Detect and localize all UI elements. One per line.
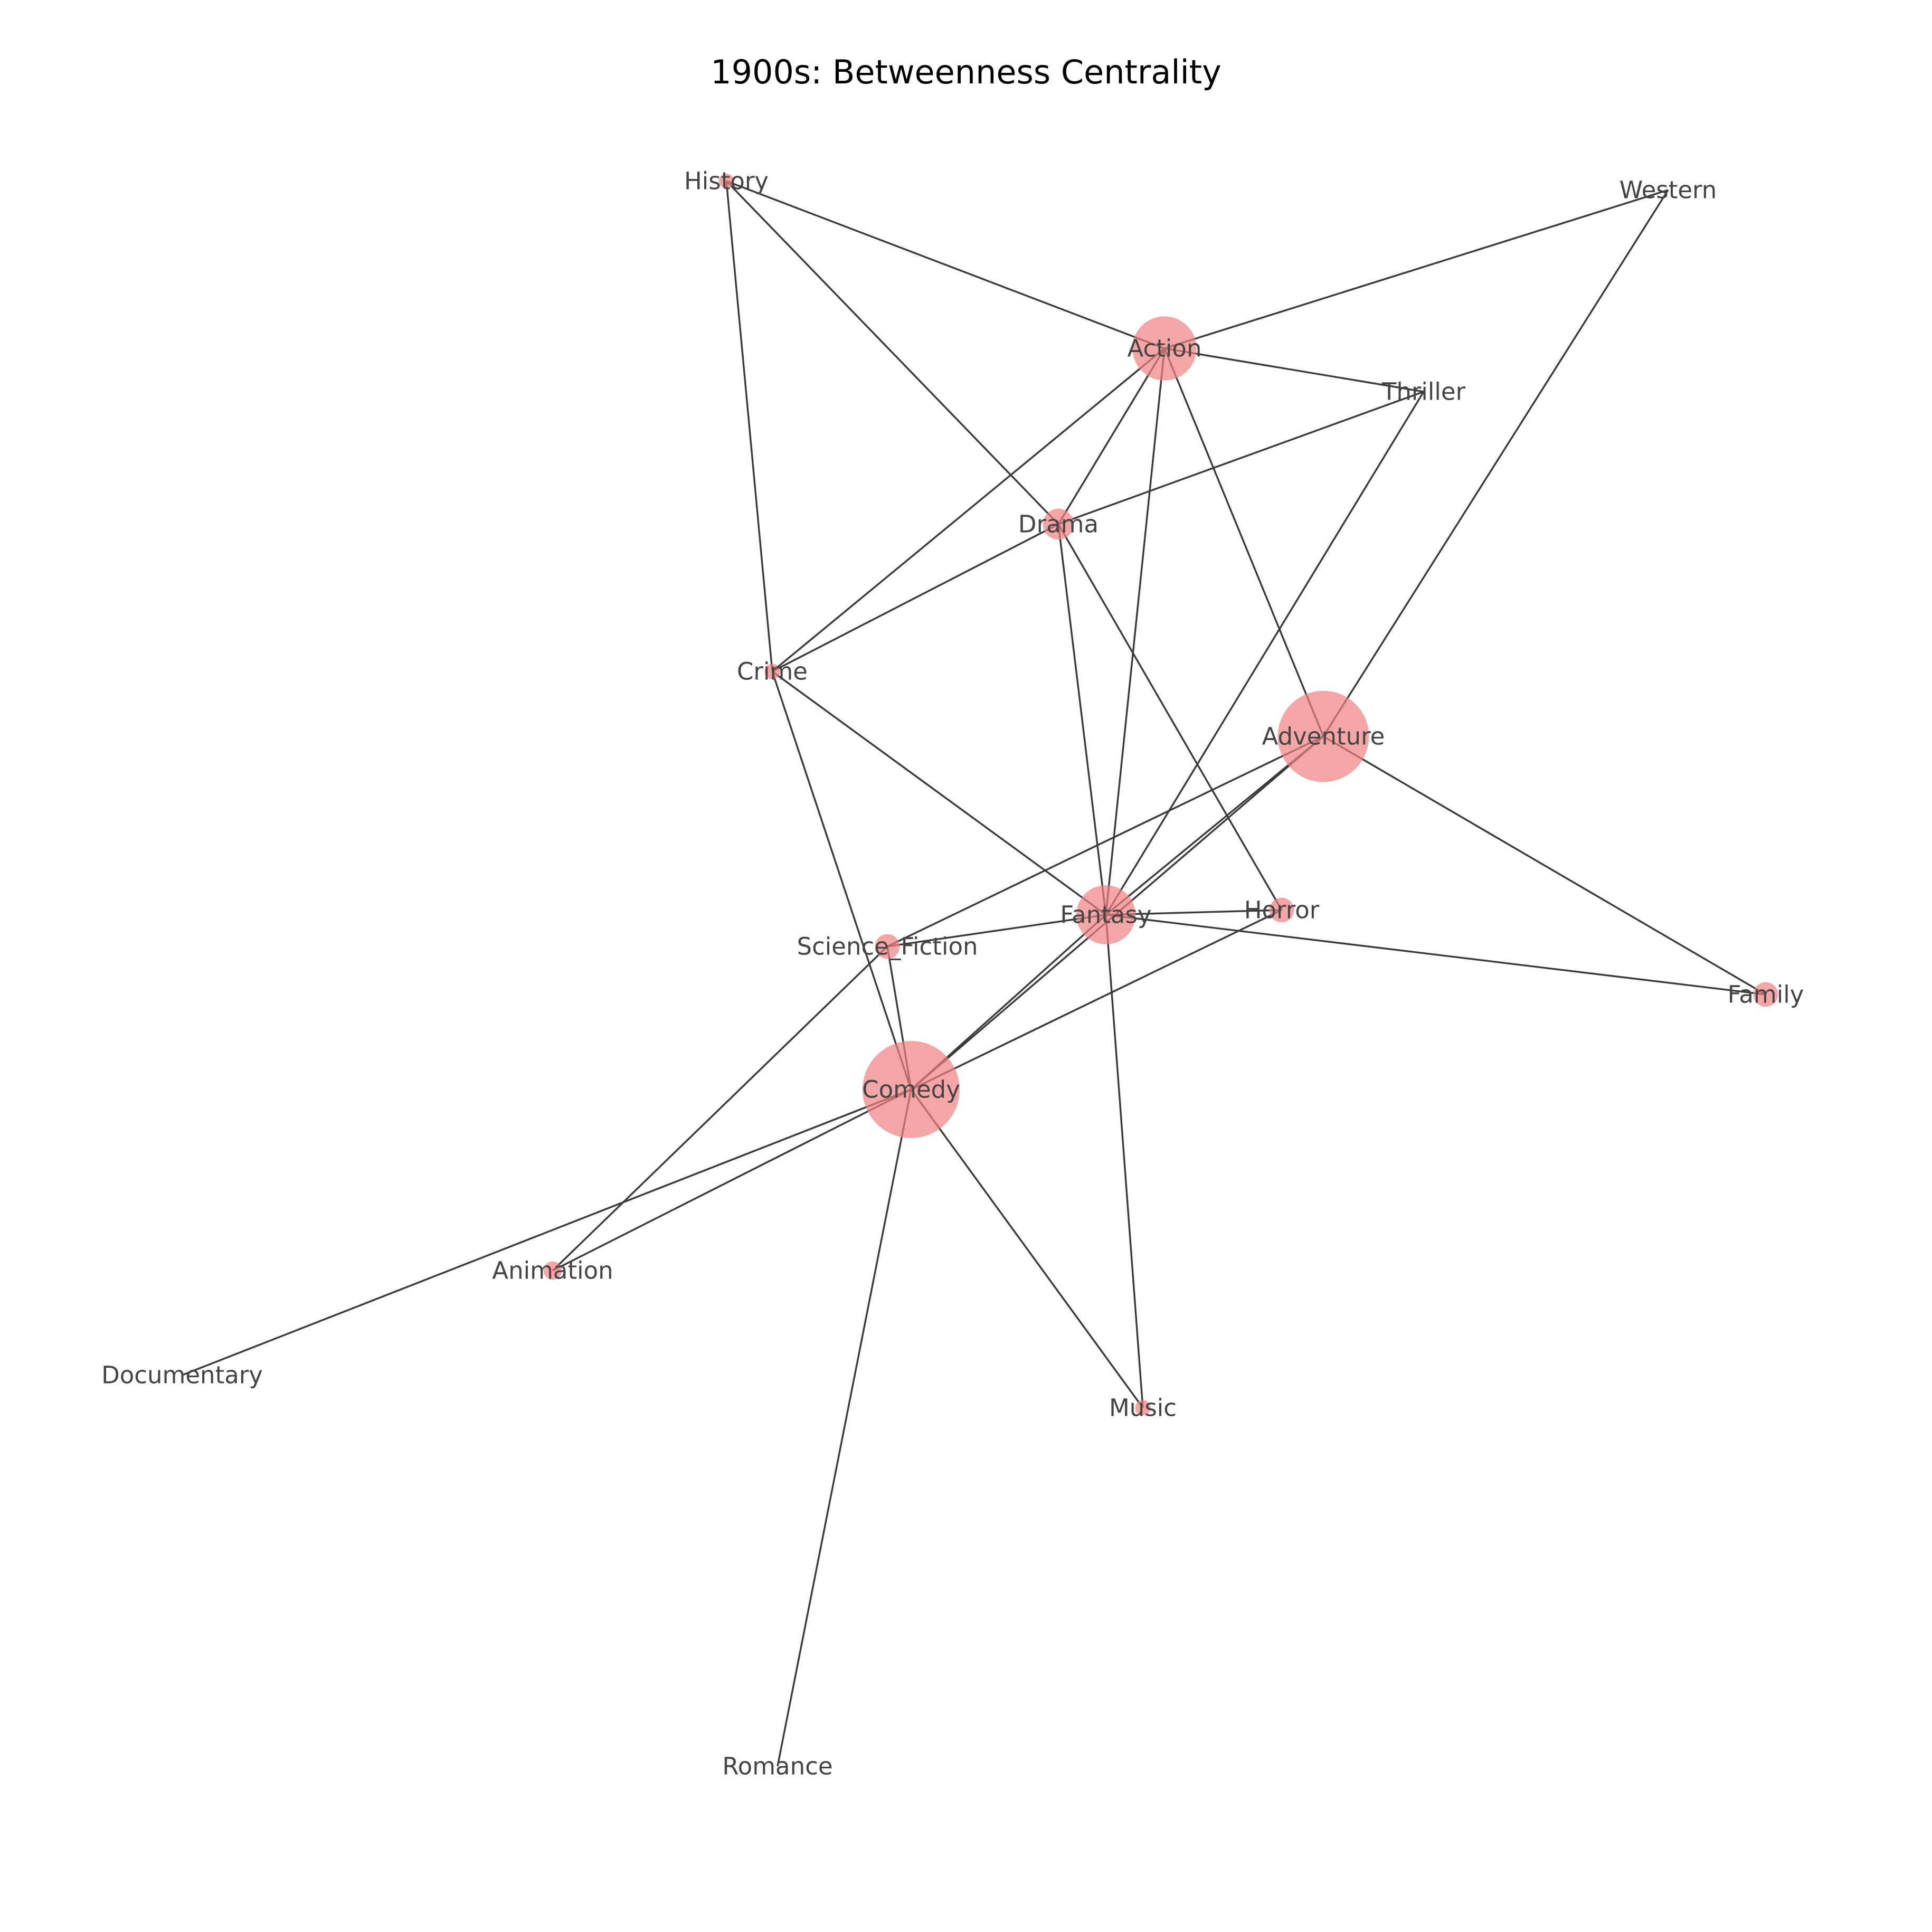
- edge-crime-comedy: [771, 671, 912, 1090]
- node-layer: [543, 174, 1778, 1416]
- node-science-fiction: [875, 934, 900, 959]
- edge-history-drama: [725, 180, 1059, 525]
- node-label-thriller: Thriller: [1381, 378, 1466, 406]
- node-label-western: Western: [1620, 176, 1717, 204]
- edge-adventure-fantasy: [1105, 735, 1324, 916]
- edge-history-action: [726, 180, 1165, 349]
- node-drama: [1043, 508, 1074, 540]
- node-label-adventure: Adventure: [1262, 723, 1385, 751]
- edge-comedy-romance: [776, 1089, 912, 1767]
- edge-history-crime: [725, 181, 773, 672]
- node-fantasy: [1076, 885, 1135, 944]
- edge-western-adventure: [1322, 190, 1669, 737]
- edge-comedy-music: [910, 1088, 1144, 1409]
- edge-thriller-fantasy: [1105, 391, 1425, 915]
- chart-title: 1900s: Betweenness Centrality: [711, 53, 1221, 91]
- edge-western-action: [1164, 189, 1669, 349]
- node-label-family: Family: [1728, 981, 1804, 1009]
- node-label-crime: Crime: [737, 658, 808, 686]
- node-adventure: [1277, 690, 1369, 782]
- edge-thriller-drama: [1058, 391, 1424, 525]
- node-label-history: History: [684, 167, 769, 195]
- edge-layer: [182, 180, 1766, 1767]
- node-family: [1753, 982, 1778, 1007]
- label-layer: History Western Action Thriller Drama Crime Ad…: [101, 167, 1804, 1781]
- edge-action-thriller: [1164, 347, 1424, 393]
- edge-drama-fantasy: [1057, 524, 1107, 915]
- node-action: [1132, 316, 1197, 381]
- node-label-romance: Romance: [722, 1753, 832, 1781]
- edge-drama-horror: [1057, 524, 1283, 911]
- node-label-science-fiction: Science_Fiction: [797, 933, 978, 961]
- edge-action-drama: [1057, 348, 1166, 525]
- node-comedy: [863, 1041, 960, 1138]
- edge-action-adventure: [1163, 348, 1324, 737]
- edge-science_fiction-animation: [552, 945, 888, 1272]
- node-label-horror: Horror: [1244, 896, 1320, 924]
- edge-drama-crime: [772, 523, 1059, 673]
- node-label-drama: Drama: [1018, 510, 1098, 538]
- node-label-documentary: Documentary: [101, 1361, 263, 1389]
- edge-action-fantasy: [1105, 348, 1166, 915]
- node-horror: [1269, 897, 1294, 923]
- edge-comedy-documentary: [182, 1088, 912, 1376]
- node-label-comedy: Comedy: [862, 1076, 960, 1104]
- node-label-music: Music: [1109, 1394, 1177, 1422]
- edge-action-crime: [771, 347, 1166, 673]
- edge-fantasy-science_fiction: [887, 914, 1106, 948]
- node-label-animation: Animation: [492, 1257, 613, 1285]
- node-label-action: Action: [1128, 335, 1202, 363]
- node-animation: [543, 1261, 562, 1280]
- edge-fantasy-family: [1105, 914, 1766, 996]
- edge-crime-fantasy: [771, 670, 1107, 916]
- node-label-fantasy: Fantasy: [1060, 901, 1151, 929]
- edge-comedy-animation: [552, 1088, 912, 1272]
- edge-adventure-family: [1323, 735, 1766, 996]
- edge-fantasy-music: [1105, 914, 1144, 1408]
- node-crime: [764, 664, 780, 679]
- node-music: [1135, 1400, 1151, 1416]
- edge-horror-comedy: [911, 909, 1282, 1091]
- edge-adventure-science_fiction: [887, 735, 1324, 948]
- node-history: [719, 174, 734, 188]
